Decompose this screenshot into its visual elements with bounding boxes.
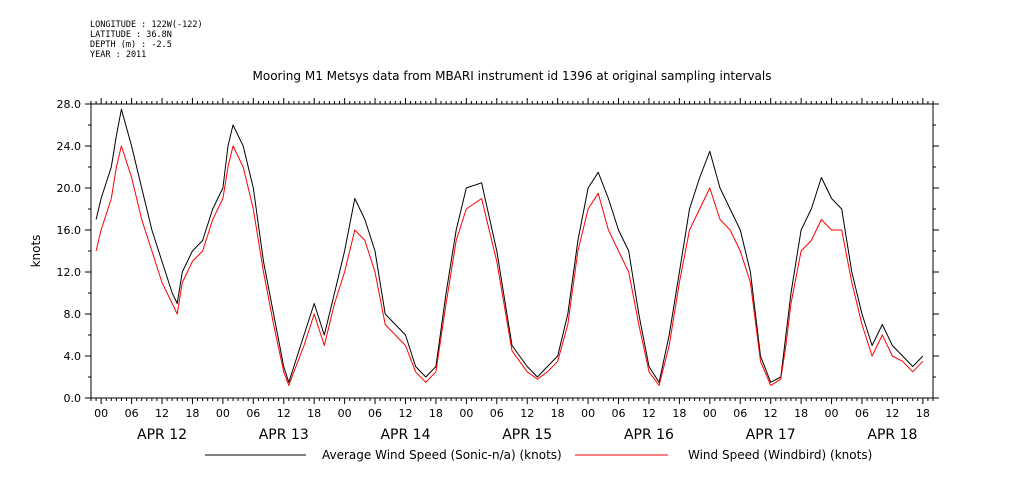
y-axis-label: knots (29, 235, 43, 268)
x-day-label: APR 12 (137, 427, 187, 443)
x-tick-label: 18 (429, 407, 443, 420)
y-tick-label: 20.0 (57, 182, 82, 195)
x-tick-label: 00 (216, 407, 230, 420)
x-tick-label: 00 (459, 407, 473, 420)
x-day-label: APR 13 (259, 427, 309, 443)
y-tick-label: 4.0 (64, 350, 82, 363)
x-day-label: APR 16 (624, 427, 674, 443)
x-tick-label: 18 (551, 407, 565, 420)
x-tick-label: 00 (825, 407, 839, 420)
x-tick-label: 18 (916, 407, 930, 420)
series-line-1 (95, 108, 924, 383)
x-day-label: APR 15 (502, 427, 552, 443)
depth-label: DEPTH (m) : -2.5 (90, 40, 172, 50)
x-tick-label: 18 (672, 407, 686, 420)
x-day-label: APR 18 (867, 427, 917, 443)
y-tick-label: 12.0 (57, 266, 82, 279)
chart-title: Mooring M1 Metsys data from MBARI instru… (253, 69, 772, 83)
latitude-label: LATITUDE : 36.8N (90, 30, 172, 40)
y-tick-label: 0.0 (64, 392, 82, 405)
x-tick-label: 06 (612, 407, 626, 420)
legend-label-1: Average Wind Speed (Sonic-n/a) (knots) (322, 448, 562, 462)
y-tick-label: 24.0 (57, 140, 82, 153)
x-tick-label: 12 (764, 407, 778, 420)
series-line-2 (95, 145, 924, 386)
x-tick-label: 06 (855, 407, 869, 420)
longitude-label: LONGITUDE : 122W(-122) (90, 20, 203, 30)
x-tick-label: 00 (581, 407, 595, 420)
x-tick-label: 00 (338, 407, 352, 420)
x-day-label: APR 14 (380, 427, 430, 443)
x-tick-label: 18 (185, 407, 199, 420)
year-label: YEAR : 2011 (90, 50, 147, 60)
x-tick-label: 12 (155, 407, 169, 420)
y-tick-label: 8.0 (64, 308, 82, 321)
legend-label-2: Wind Speed (Windbird) (knots) (688, 448, 872, 462)
x-tick-label: 06 (246, 407, 260, 420)
plot-frame (90, 103, 934, 399)
x-tick-label: 06 (368, 407, 382, 420)
axis-ticks: 0.0 4.0 8.0 12.0 16.0 20.0 24.0 28.0 00 06 12 18 00 0… (57, 98, 939, 443)
x-tick-label: 12 (885, 407, 899, 420)
y-tick-label: 28.0 (57, 98, 82, 111)
x-tick-label: 00 (703, 407, 717, 420)
series-layer (95, 108, 924, 386)
station-metadata: LONGITUDE : 122W(-122) LATITUDE : 36.8N … (90, 20, 203, 60)
x-tick-label: 12 (520, 407, 534, 420)
legend: Average Wind Speed (Sonic-n/a) (knots) Wi… (205, 448, 872, 462)
x-tick-label: 06 (490, 407, 504, 420)
y-tick-label: 16.0 (57, 224, 82, 237)
x-tick-label: 12 (277, 407, 291, 420)
x-tick-label: 18 (794, 407, 808, 420)
x-day-label: APR 17 (746, 427, 796, 443)
x-tick-label: 00 (94, 407, 108, 420)
x-tick-label: 06 (125, 407, 139, 420)
x-tick-label: 12 (398, 407, 412, 420)
x-tick-label: 06 (733, 407, 747, 420)
x-tick-label: 18 (307, 407, 321, 420)
x-tick-label: 12 (642, 407, 656, 420)
